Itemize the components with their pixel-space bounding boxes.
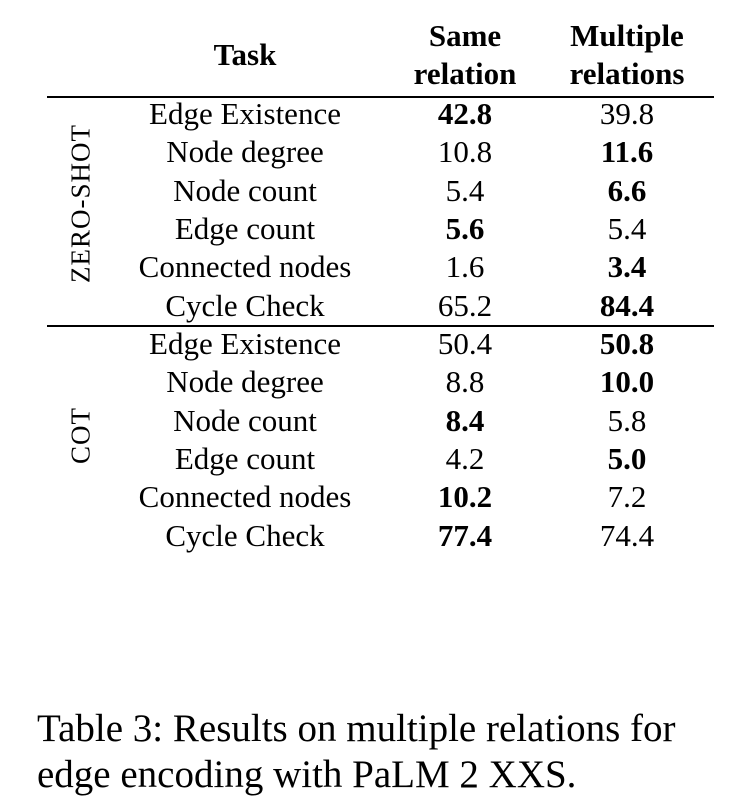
table-cell-task: Edge count — [174, 210, 316, 246]
table-cell-same-relation: 1.6 — [445, 249, 485, 285]
header-same-relation-line1: Same — [428, 18, 502, 53]
table-cell-multiple-relations: 11.6 — [600, 134, 654, 170]
table-cell-same-relation: 42.8 — [437, 96, 493, 131]
table-cell-same-relation: 8.4 — [445, 402, 485, 438]
group-label-cot: COT — [65, 407, 96, 464]
table-cell-same-relation: 4.2 — [445, 440, 485, 476]
table-cell-multiple-relations: 84.4 — [599, 287, 655, 323]
table-cell-multiple-relations: 6.6 — [607, 172, 647, 208]
table-cell-multiple-relations: 3.4 — [607, 249, 647, 285]
table-cell-multiple-relations: 5.8 — [607, 402, 647, 438]
table-cell-task: Cycle Check — [165, 287, 325, 323]
table-cell-same-relation: 77.4 — [437, 517, 493, 553]
group-label-zero-shot: ZERO-SHOT — [65, 124, 96, 283]
table-cell-same-relation: 8.8 — [445, 364, 485, 400]
table-cell-same-relation: 5.6 — [445, 210, 485, 246]
table-cell-multiple-relations: 7.2 — [607, 479, 647, 515]
table-cell-multiple-relations: 50.8 — [599, 326, 655, 361]
table-cell-task: Edge Existence — [149, 326, 341, 361]
table-caption: Table 3: Results on multiple relations f… — [37, 707, 676, 796]
table-cell-same-relation: 5.4 — [445, 172, 485, 208]
table-cell-task: Node degree — [166, 134, 324, 170]
header-task: Task — [213, 37, 277, 72]
table-cell-task: Connected nodes — [138, 479, 352, 515]
group-divider-rule — [47, 325, 714, 327]
table-cell-task: Node degree — [166, 364, 324, 400]
table-cell-task: Edge count — [174, 440, 316, 476]
header-multiple-relations-line1: Multiple — [570, 18, 684, 53]
table-cell-same-relation: 50.4 — [437, 326, 493, 361]
table-cell-task: Connected nodes — [138, 249, 352, 285]
table-cell-task: Cycle Check — [165, 517, 325, 553]
table-cell-same-relation: 10.8 — [437, 134, 493, 170]
table-cell-task: Edge Existence — [149, 96, 341, 131]
table-cell-task: Node count — [173, 172, 317, 208]
table-cell-multiple-relations: 5.0 — [607, 440, 647, 476]
header-same-relation-line2: relation — [413, 56, 517, 91]
table-cell-same-relation: 10.2 — [437, 479, 493, 515]
header-multiple-relations-line2: relations — [569, 56, 685, 91]
table-cell-multiple-relations: 39.8 — [599, 96, 655, 131]
table-cell-same-relation: 65.2 — [437, 287, 493, 323]
table-cell-multiple-relations: 5.4 — [607, 210, 647, 246]
table-cell-multiple-relations: 74.4 — [599, 517, 655, 553]
table-cell-task: Node count — [173, 402, 317, 438]
table-cell-multiple-relations: 10.0 — [599, 364, 655, 400]
header-rule — [47, 96, 714, 98]
